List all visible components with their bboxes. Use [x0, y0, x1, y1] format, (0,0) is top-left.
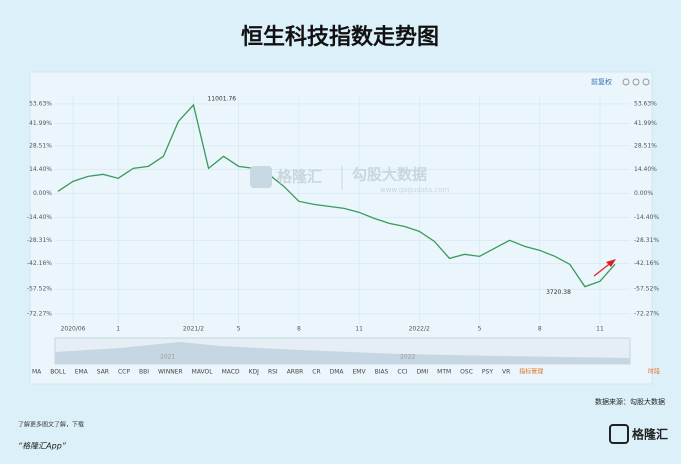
indicator-tab[interactable]: DMA [330, 369, 345, 376]
x-tick-label: 11 [355, 326, 363, 333]
indicator-tab[interactable]: MA [32, 369, 42, 376]
watermark-brand: 格隆汇 [277, 168, 322, 186]
plot: 53.63% 53.63% 41.99% 41.99% 28.51% 28.51% 14.4… [27, 95, 659, 333]
indicator-tab[interactable]: EMA [75, 369, 89, 376]
indicator-tab[interactable]: BBI [139, 369, 149, 376]
x-tick-label: 2020/06 [61, 326, 86, 333]
logo-icon [609, 424, 629, 444]
indicator-tab[interactable]: BIAS [375, 369, 389, 376]
y-tick-label-right: 28.51% [634, 142, 657, 149]
y-tick-label-right: -42.16% [634, 260, 659, 267]
high-annotation: 11001.76 [207, 96, 236, 103]
icon[interactable] [642, 78, 650, 86]
chart-panel [29, 71, 653, 385]
x-tick-label: 5 [478, 326, 482, 333]
indicator-tab[interactable]: BOLL [50, 369, 66, 376]
toolbar-button[interactable]: 前复权 [591, 77, 612, 86]
watermark-url: www.gogudata.com [380, 186, 449, 194]
y-tick-label-right: 41.99% [634, 120, 657, 127]
arrow-head [606, 259, 616, 267]
y-tick-label: -28.31% [27, 237, 52, 244]
indicator-tab[interactable]: ARBR [287, 369, 304, 376]
price-line [57, 103, 616, 288]
watermark-source: 勾股大数据 [352, 166, 427, 184]
indicator-tab[interactable]: PSY [482, 369, 493, 376]
indicator-tab[interactable]: VR [502, 369, 510, 376]
indicator-tab[interactable]: SAR [97, 369, 109, 376]
indicator-tab[interactable]: MACD [222, 369, 240, 376]
indicator-tab[interactable]: CR [312, 369, 320, 376]
y-tick-label: -14.40% [27, 214, 52, 221]
y-tick-label-right: 53.63% [634, 100, 657, 107]
y-tick-label: 0.00% [33, 190, 52, 197]
x-tick-label: 8 [297, 326, 301, 333]
indicator-tab[interactable]: OSC [460, 369, 473, 376]
chart-title: 恒生科技指数走势图 [241, 24, 439, 50]
y-tick-label: 14.40% [29, 166, 52, 173]
y-tick-label-right: -57.52% [634, 286, 659, 293]
x-tick-label: 2021/2 [183, 326, 204, 333]
indicator-tab[interactable]: DMI [417, 369, 429, 376]
indicator-tab[interactable]: KDJ [249, 369, 260, 376]
y-tick-label: 28.51% [29, 142, 52, 149]
navigator-label: 2021 [160, 354, 175, 361]
indicator-tab[interactable]: MAVOL [192, 369, 214, 376]
y-tick-label-right: -28.31% [634, 237, 659, 244]
y-tick-label-right: -14.40% [634, 214, 659, 221]
navigator-label: 2022 [400, 354, 415, 361]
y-tick-label: -42.16% [27, 260, 52, 267]
indicator-tab[interactable]: RSI [268, 369, 278, 376]
x-tick-label: 2022/2 [409, 326, 430, 333]
x-tick-label: 1 [116, 326, 120, 333]
indicator-tab[interactable]: 指标管理 [519, 368, 543, 376]
indicator-tab[interactable]: WINNER [158, 369, 183, 376]
footer [0, 408, 681, 460]
y-tick-label: 53.63% [29, 100, 52, 107]
y-tick-label-right: 14.40% [634, 166, 657, 173]
x-tick-label: 5 [237, 326, 241, 333]
indicator-tab[interactable]: MTM [437, 369, 451, 376]
y-tick-label: -57.52% [27, 286, 52, 293]
watermark-logo [250, 166, 272, 188]
footer-app: “格隆汇App” [18, 442, 67, 451]
x-tick-label: 11 [596, 326, 604, 333]
indicator-bar: MA BOLL EMA SAR CCP BBI WINNER MAVOL MACD KDJ RSI A… [32, 368, 543, 376]
icon[interactable] [622, 78, 630, 86]
navigator-area [55, 342, 630, 364]
source-note: 数据来源：勾股大数据 [595, 397, 665, 406]
period-button[interactable]: 时段 [648, 368, 660, 376]
indicator-tab[interactable]: CCI [397, 369, 407, 376]
low-annotation: 3720.38 [546, 289, 571, 296]
indicator-tab[interactable]: EMV [353, 369, 367, 376]
indicator-tab[interactable]: CCP [118, 369, 130, 376]
footer-note: 了解更多图文了解，下载 [18, 421, 84, 429]
logo-text: 格隆汇 [632, 427, 668, 442]
y-tick-label: -72.27% [27, 310, 52, 317]
icon[interactable] [632, 78, 640, 86]
y-tick-label-right: 0.00% [634, 190, 653, 197]
y-tick-label: 41.99% [29, 120, 52, 127]
y-tick-label-right: -72.27% [634, 310, 659, 317]
x-tick-label: 8 [538, 326, 542, 333]
